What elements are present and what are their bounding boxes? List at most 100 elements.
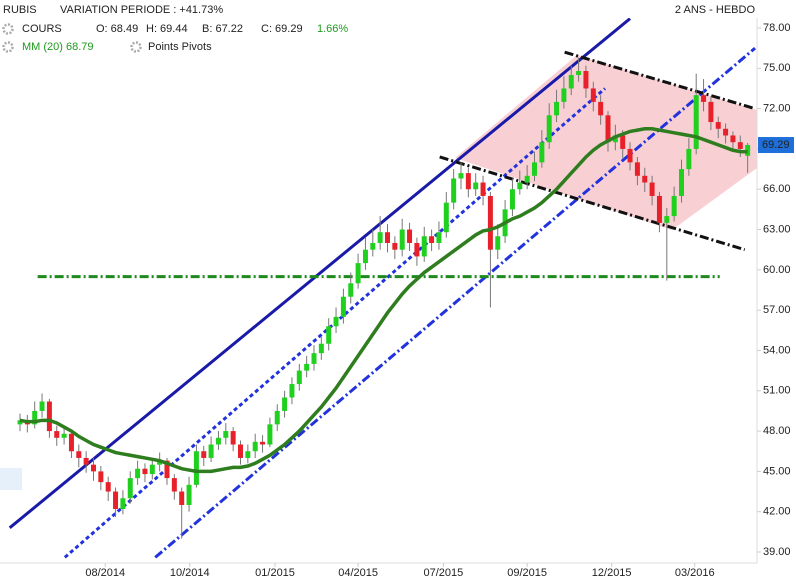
candle-body: [517, 182, 523, 190]
y-tick-label: 57.00: [763, 304, 791, 316]
candle-body: [164, 460, 170, 479]
close-label: C: 69.29: [261, 23, 303, 35]
x-tick-label: 07/2015: [423, 567, 463, 579]
candle-body: [414, 242, 420, 257]
candle-body: [509, 189, 515, 210]
candle-body: [98, 471, 104, 483]
x-tick-label: 12/2015: [592, 567, 632, 579]
candle-body: [39, 401, 45, 411]
candle-body: [583, 70, 589, 89]
y-tick-label: 48.00: [763, 425, 791, 437]
candle-body: [590, 88, 596, 102]
candle-body: [392, 242, 398, 250]
period: 2 ANS - HEBDO: [675, 4, 756, 16]
candle-body: [605, 115, 611, 143]
y-tick-label: 63.00: [763, 223, 791, 235]
candle-body: [465, 173, 471, 190]
candle-body: [686, 148, 692, 170]
candle-body: [289, 384, 295, 398]
variation: VARIATION PERIODE : +41.73%: [60, 4, 223, 16]
candle-body: [671, 195, 677, 217]
high-label: H: 69.44: [146, 23, 188, 35]
candle-body: [68, 433, 74, 452]
candle-body: [230, 431, 236, 445]
candle-body: [656, 195, 662, 223]
candle-body: [612, 135, 618, 143]
y-tick-label: 54.00: [763, 344, 791, 356]
candle-body: [113, 491, 119, 510]
plot: [8, 18, 756, 559]
candle-body: [642, 175, 648, 183]
settings-icon[interactable]: [2, 41, 14, 53]
candle-body: [708, 101, 714, 123]
candle-body: [487, 195, 493, 250]
y-tick-label: 78.00: [763, 22, 791, 34]
symbol: RUBIS: [3, 4, 37, 16]
y-tick-label: 72.00: [763, 103, 791, 115]
candle-body: [46, 401, 52, 432]
candle-body: [274, 410, 280, 425]
candle-body: [385, 232, 390, 243]
candle-body: [105, 482, 111, 492]
candle-body: [737, 142, 743, 149]
candle-body: [377, 232, 383, 243]
side-tab[interactable]: [0, 468, 22, 490]
candle-body: [267, 424, 273, 445]
candle-body: [429, 236, 435, 243]
candle-body: [649, 182, 655, 196]
candle-body: [576, 70, 582, 76]
candle-body: [208, 444, 214, 458]
candle-body: [54, 431, 60, 438]
candle-body: [76, 451, 82, 458]
candle-body: [215, 437, 221, 445]
candle-body: [480, 182, 486, 196]
y-tick-label: 66.00: [763, 183, 791, 195]
candle-body: [304, 363, 310, 371]
candle-body: [333, 316, 339, 327]
x-tick-label: 01/2015: [255, 567, 295, 579]
trend-line: [564, 50, 756, 111]
candle-body: [83, 457, 89, 465]
candle-body: [127, 478, 133, 499]
candle-body: [348, 283, 354, 297]
candle-body: [554, 101, 560, 116]
y-tick-label: 42.00: [763, 506, 791, 518]
candle-body: [120, 498, 126, 510]
cours-label: COURS: [22, 23, 62, 35]
candle-body: [193, 451, 199, 485]
candle-body: [186, 484, 192, 505]
candle-body: [664, 216, 670, 223]
candle-body: [17, 420, 23, 425]
pivots-label: Points Pivots: [148, 41, 212, 53]
candle-body: [546, 115, 552, 143]
candle-body: [370, 242, 376, 250]
candle-body: [61, 433, 67, 438]
candle-body: [223, 431, 229, 438]
x-tick-label: 09/2015: [507, 567, 547, 579]
settings-icon[interactable]: [2, 23, 14, 35]
x-tick-label: 03/2016: [675, 567, 715, 579]
low-label: B: 67.22: [202, 23, 243, 35]
candle-body: [495, 236, 501, 250]
candle-body: [201, 451, 207, 458]
candle-body: [399, 229, 405, 250]
candle-body: [355, 263, 361, 284]
candle-body: [532, 162, 537, 176]
candle-body: [679, 169, 684, 196]
candle-body: [451, 178, 457, 203]
x-tick-label: 08/2014: [85, 567, 125, 579]
candle-body: [634, 162, 640, 176]
candle-body: [701, 95, 707, 102]
candle-body: [318, 343, 324, 354]
candle-body: [245, 451, 251, 458]
candle-body: [142, 468, 148, 475]
y-tick-label: 75.00: [763, 62, 791, 74]
ma-label: MM (20) 68.79: [22, 41, 94, 53]
trend-line: [439, 155, 746, 252]
change-label: 1.66%: [317, 23, 348, 35]
y-tick-label: 39.00: [763, 546, 791, 558]
settings-icon[interactable]: [130, 41, 142, 53]
candle-body: [135, 468, 141, 479]
candle-body: [568, 75, 574, 89]
